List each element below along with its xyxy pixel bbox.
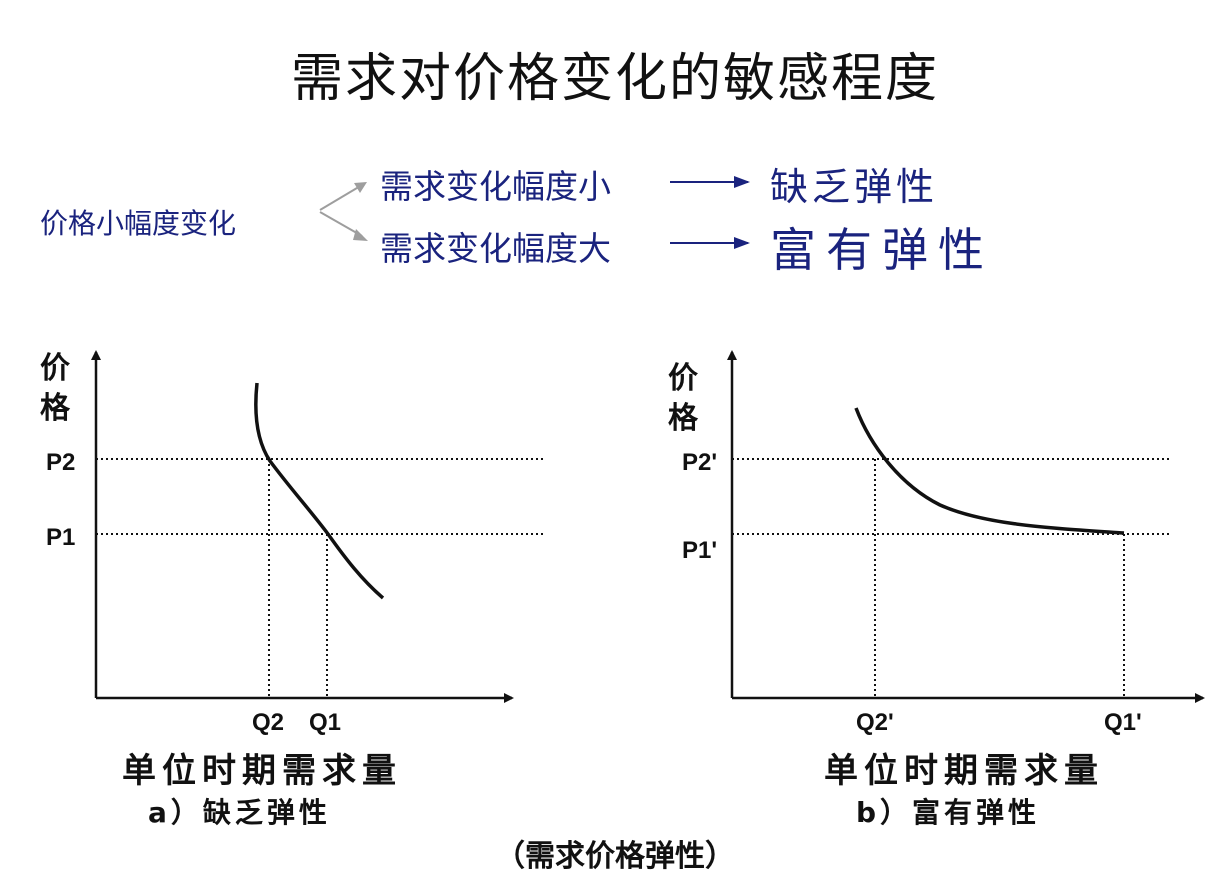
right-caption: b）富有弹性 <box>856 796 1040 829</box>
right-p1-label: P1' <box>682 537 717 564</box>
left-x-label: 单位时期需求量 <box>122 751 402 791</box>
left-demand-curve <box>254 382 385 600</box>
left-p1-label: P1 <box>46 524 75 551</box>
result-arrowhead-top <box>734 176 750 188</box>
result-arrowhead-bottom <box>734 237 750 249</box>
left-y-label-1: 价 <box>40 351 70 386</box>
branch-small-label: 需求变化幅度小 <box>380 167 611 206</box>
right-q1-label: Q1' <box>1104 709 1142 736</box>
cause-label: 价格小幅度变化 <box>40 207 237 240</box>
page-title: 需求对价格变化的敏感程度 <box>290 49 939 109</box>
right-y-label-1: 价 <box>668 361 698 396</box>
right-y-label-2: 格 <box>668 401 699 436</box>
branch-line-bottom <box>319 211 363 237</box>
left-caption: a）缺乏弹性 <box>148 796 331 829</box>
right-x-label: 单位时期需求量 <box>824 751 1104 791</box>
right-p2-label: P2' <box>682 449 717 476</box>
left-y-label-2: 格 <box>40 391 71 426</box>
left-q1-label: Q1 <box>309 709 341 736</box>
result-elastic-label: 富有弹性 <box>770 223 994 277</box>
branch-large-label: 需求变化幅度大 <box>380 229 611 268</box>
branch-line-top <box>319 184 363 211</box>
left-q2-label: Q2 <box>252 709 284 736</box>
left-p2-label: P2 <box>46 449 75 476</box>
right-q2-label: Q2' <box>856 709 894 736</box>
branch-arrowhead-bottom <box>353 229 368 241</box>
right-demand-curve <box>854 407 1125 535</box>
result-inelastic-label: 缺乏弹性 <box>770 165 939 209</box>
branch-arrowhead-top <box>354 182 367 193</box>
footer-caption: （需求价格弹性） <box>495 839 735 874</box>
